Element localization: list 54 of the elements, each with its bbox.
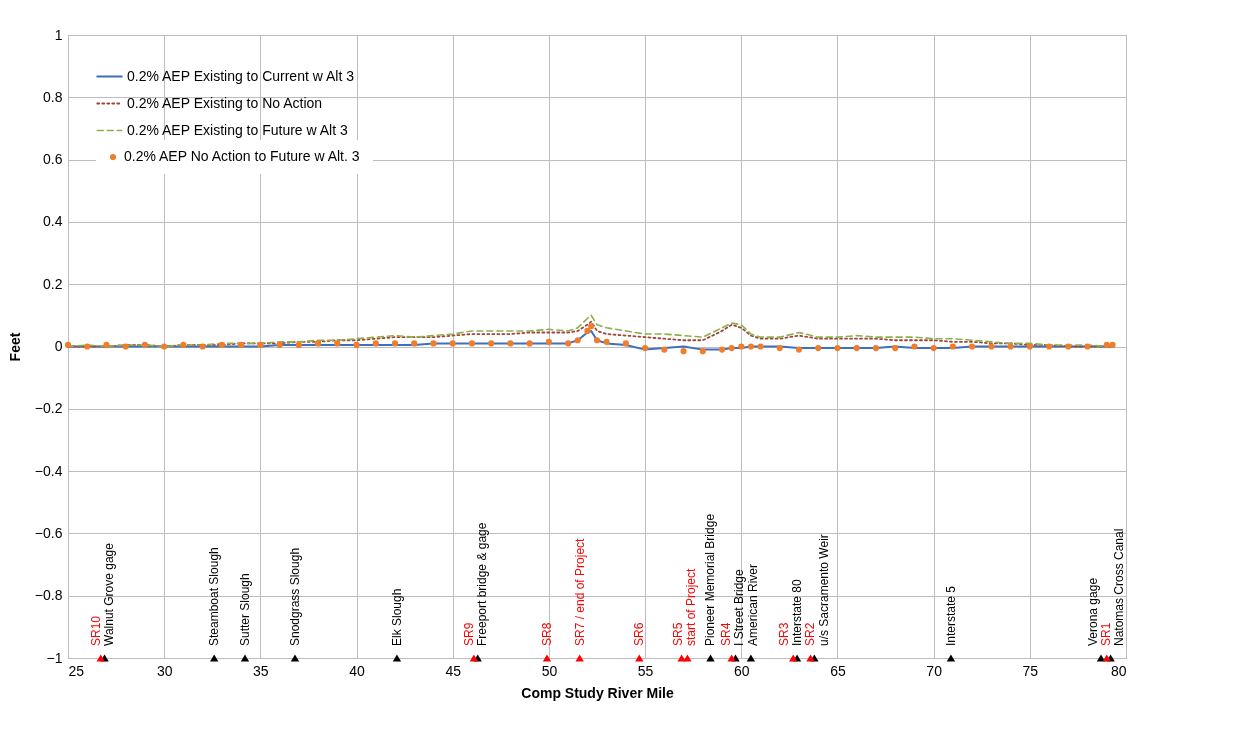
x-tick-label: 65 (830, 662, 846, 679)
text: Steamboat Slough (207, 547, 222, 646)
text: Pioneer Memorial Bridge (703, 513, 718, 646)
y-tick-label: 0 (54, 338, 63, 354)
text: Sutter Slough (237, 573, 252, 646)
legend-label: 0.2% AEP Existing to Current w Alt 3 (127, 67, 355, 84)
y-tick-label: −0.8 (34, 587, 63, 604)
text: American River (745, 563, 760, 646)
x-tick-label: 80 (1110, 662, 1127, 679)
y-tick-label: 0.6 (43, 151, 63, 168)
text: SR10 (89, 615, 104, 646)
x-tick-label: 25 (68, 662, 85, 679)
y-tick-label: −0.4 (34, 462, 63, 479)
text: start of Project (684, 567, 699, 646)
text: Freeport bridge & gage (475, 522, 490, 646)
x-tick-label: 30 (156, 662, 173, 679)
x-tick-label: 50 (541, 662, 558, 679)
x-tick-label: 40 (349, 662, 366, 679)
text: SR8 (539, 622, 554, 646)
y-tick-label: −0.2 (34, 400, 63, 417)
text: SR5 (670, 622, 685, 646)
text: SR6 (632, 622, 647, 646)
y-tick-label: 0.8 (43, 88, 63, 105)
text: SR4 (719, 622, 734, 646)
x-tick-label: 45 (445, 662, 462, 679)
text: SR1 (1099, 622, 1114, 646)
x-tick-label: 75 (1022, 662, 1039, 679)
text: SR7 / end of Project (572, 537, 587, 646)
text: SR9 (462, 622, 477, 646)
text: Walnut Grove gage (102, 542, 117, 646)
x-tick-label: 70 (926, 662, 943, 679)
legend-label: 0.2% AEP Existing to No Action (127, 94, 323, 111)
text: u/s Sacramento Weir (816, 534, 831, 646)
text: SR3 (776, 622, 791, 646)
y-tick-label: −1 (46, 649, 63, 666)
y-axis-title: Feet (6, 332, 23, 362)
text: SR2 (803, 622, 818, 646)
y-tick-label: 0.4 (43, 213, 63, 230)
text: Verona gage (1085, 577, 1100, 646)
y-tick-label: −0.6 (34, 524, 63, 541)
x-tick-label: 60 (733, 662, 750, 679)
y-tick-label: 1 (54, 26, 63, 43)
legend-label: 0.2% AEP Existing to Future w Alt 3 (127, 121, 348, 138)
x-tick-label: 35 (253, 662, 269, 679)
y-tick-label: 0.2 (43, 275, 63, 292)
x-axis-title: Comp Study River Mile (521, 684, 674, 701)
text: I Street Bridge (732, 568, 747, 646)
text: Natomas Cross Canal (1112, 528, 1127, 646)
text: Elk Slough (389, 588, 404, 646)
text: Snodgrass Slough (287, 547, 302, 646)
text: Interstate 5 (943, 585, 958, 646)
x-tick-label: 55 (637, 662, 654, 679)
text: Interstate 80 (790, 578, 805, 646)
legend-label: 0.2% AEP No Action to Future w Alt. 3 (124, 148, 360, 164)
